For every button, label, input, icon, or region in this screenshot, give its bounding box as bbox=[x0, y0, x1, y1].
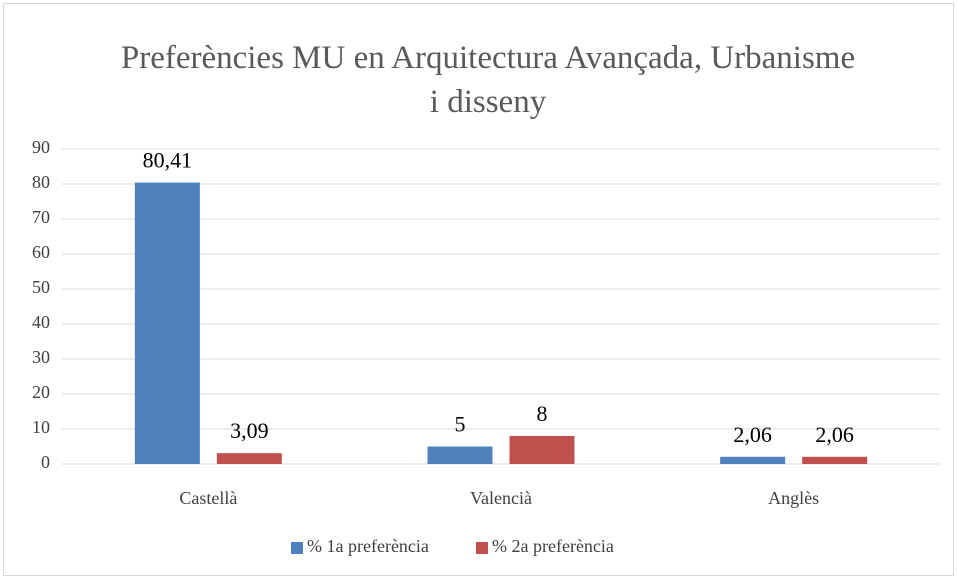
y-tick-label: 80 bbox=[32, 172, 50, 192]
y-tick-label: 60 bbox=[32, 242, 50, 262]
legend-label: % 2a preferència bbox=[492, 536, 614, 556]
y-tick-label: 70 bbox=[32, 207, 50, 227]
data-label: 8 bbox=[537, 401, 548, 426]
x-tick-label: Anglès bbox=[768, 488, 819, 508]
y-tick-label: 20 bbox=[32, 382, 50, 402]
bar bbox=[216, 453, 282, 464]
y-tick-label: 0 bbox=[41, 452, 50, 472]
legend-swatch bbox=[291, 542, 303, 554]
y-tick-label: 30 bbox=[32, 347, 50, 367]
bar bbox=[802, 456, 868, 464]
bar bbox=[134, 182, 200, 464]
data-label: 3,09 bbox=[230, 418, 269, 443]
x-tick-label: Valencià bbox=[470, 488, 532, 508]
bar bbox=[427, 446, 493, 464]
x-tick-label: Castellà bbox=[179, 488, 237, 508]
chart-title: Preferències MU en Arquitectura Avançada… bbox=[120, 40, 856, 120]
y-tick-label: 10 bbox=[32, 417, 50, 437]
data-label: 2,06 bbox=[733, 422, 772, 447]
data-label: 80,41 bbox=[143, 148, 193, 173]
data-label: 5 bbox=[455, 412, 466, 437]
bar bbox=[720, 456, 786, 464]
y-tick-label: 90 bbox=[32, 137, 50, 157]
legend-label: % 1a preferència bbox=[307, 536, 429, 556]
bar bbox=[509, 436, 575, 464]
y-tick-label: 40 bbox=[32, 312, 50, 332]
data-label: 2,06 bbox=[815, 422, 854, 447]
y-tick-label: 50 bbox=[32, 277, 50, 297]
legend-swatch bbox=[476, 542, 488, 554]
